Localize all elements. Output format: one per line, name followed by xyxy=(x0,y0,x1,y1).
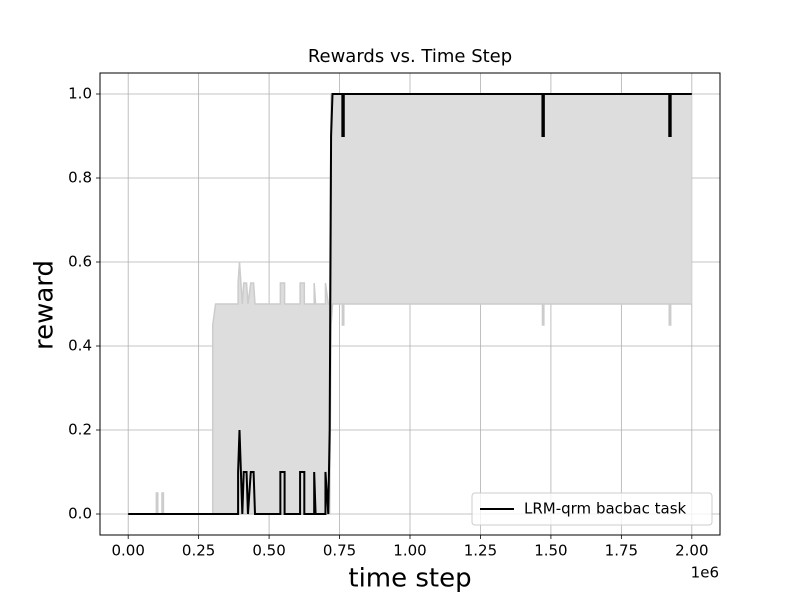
x-tick-label: 1.25 xyxy=(464,542,497,560)
y-axis-label: reward xyxy=(30,260,60,350)
x-tick-label: 0.75 xyxy=(323,542,356,560)
plot-frame xyxy=(99,72,721,536)
legend-label: LRM-qrm bacbac task xyxy=(524,500,687,518)
x-tick-label: 1.50 xyxy=(534,542,567,560)
x-tick-label: 0.00 xyxy=(111,542,144,560)
x-tick-label: 1.75 xyxy=(605,542,638,560)
x-tick-label: 1.00 xyxy=(393,542,426,560)
x-axis-label: time step xyxy=(348,564,471,594)
chart-title: Rewards vs. Time Step xyxy=(308,46,512,67)
x-tick-label: 0.25 xyxy=(182,542,215,560)
y-tick-label: 0.6 xyxy=(68,253,92,271)
y-tick-label: 0.4 xyxy=(68,337,92,355)
x-tick-label: 2.00 xyxy=(675,542,708,560)
legend-box xyxy=(471,492,713,526)
y-tick-label: 0.8 xyxy=(68,169,92,187)
x-tick-label: 0.50 xyxy=(252,542,285,560)
y-tick-label: 1.0 xyxy=(68,85,92,103)
x-offset-label: 1e6 xyxy=(691,564,719,582)
y-tick-label: 0.0 xyxy=(68,505,92,523)
y-tick-label: 0.2 xyxy=(68,421,92,439)
series-line xyxy=(128,93,692,515)
